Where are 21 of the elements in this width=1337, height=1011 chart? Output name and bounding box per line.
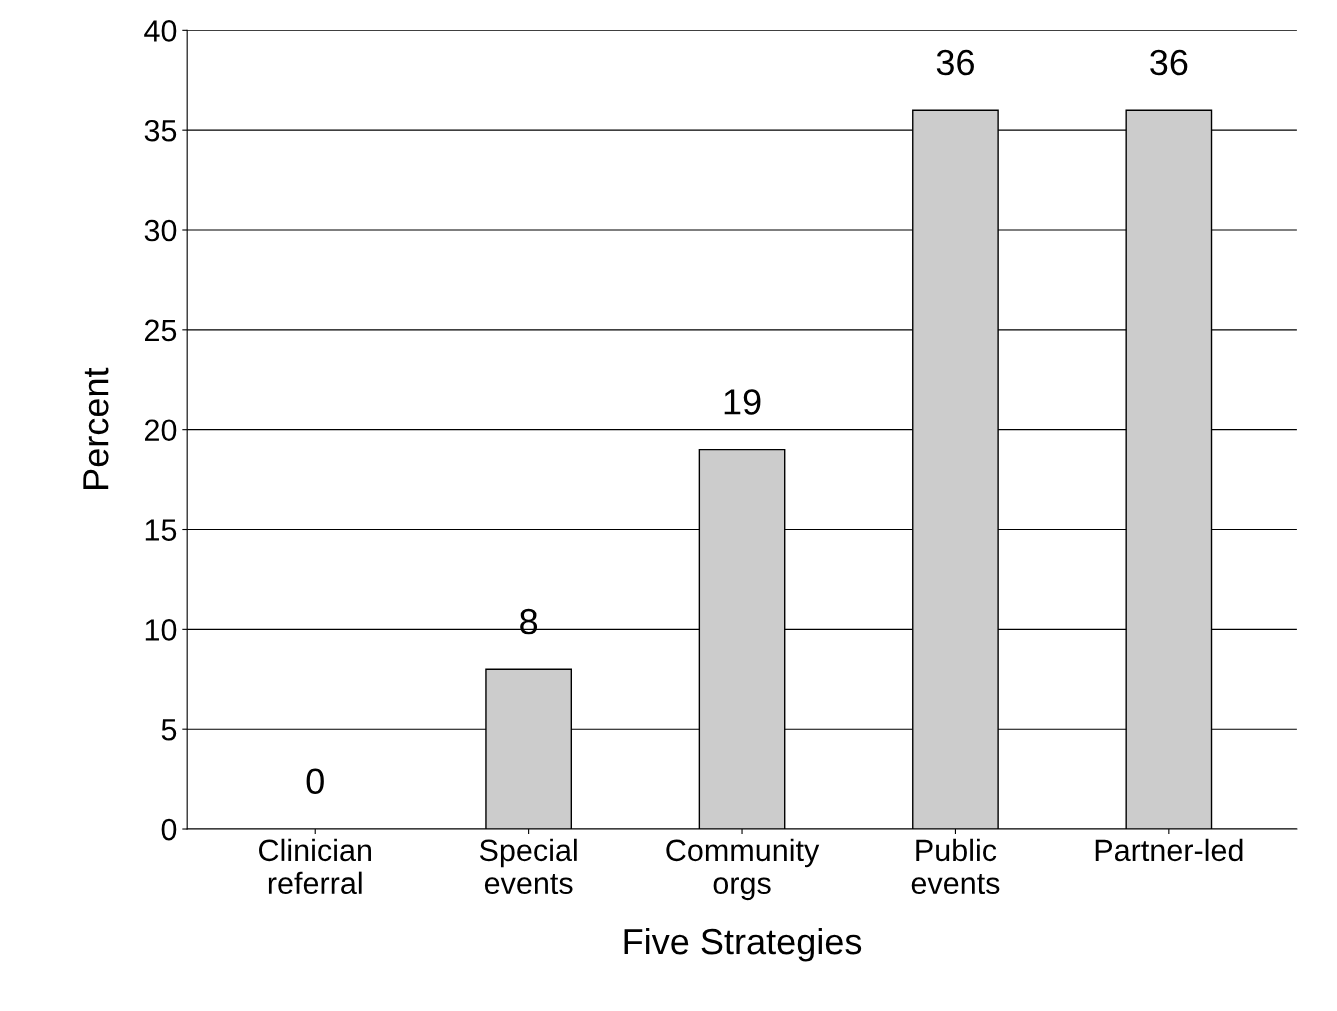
data-label: 8 bbox=[520, 608, 538, 635]
y-tick-label: 30 bbox=[144, 219, 177, 242]
y-axis-title: Percent bbox=[83, 367, 109, 489]
data-label: 36 bbox=[936, 49, 974, 76]
x-axis-title: Five Strategies bbox=[624, 927, 862, 962]
y-tick-label: 35 bbox=[144, 119, 177, 142]
y-tick-label: 25 bbox=[145, 319, 177, 342]
data-label: 0 bbox=[306, 768, 324, 795]
x-tick-label: Public events bbox=[911, 838, 1000, 895]
x-tick-label: Community orgs bbox=[666, 838, 820, 901]
y-tick-label: 40 bbox=[144, 20, 177, 42]
y-tick-label: 5 bbox=[161, 719, 177, 741]
x-tick-label: Partner-led bbox=[1095, 838, 1243, 862]
y-tick-label: 15 bbox=[145, 519, 177, 541]
x-tick-label: Special events bbox=[479, 838, 577, 895]
y-tick-label: 20 bbox=[145, 419, 177, 442]
y-tick-label: 0 bbox=[161, 818, 177, 841]
x-tick-label: Clinician referral bbox=[259, 838, 371, 895]
data-label: 19 bbox=[724, 389, 761, 415]
y-tick-label: 10 bbox=[145, 619, 177, 641]
data-label: 36 bbox=[1150, 49, 1188, 76]
